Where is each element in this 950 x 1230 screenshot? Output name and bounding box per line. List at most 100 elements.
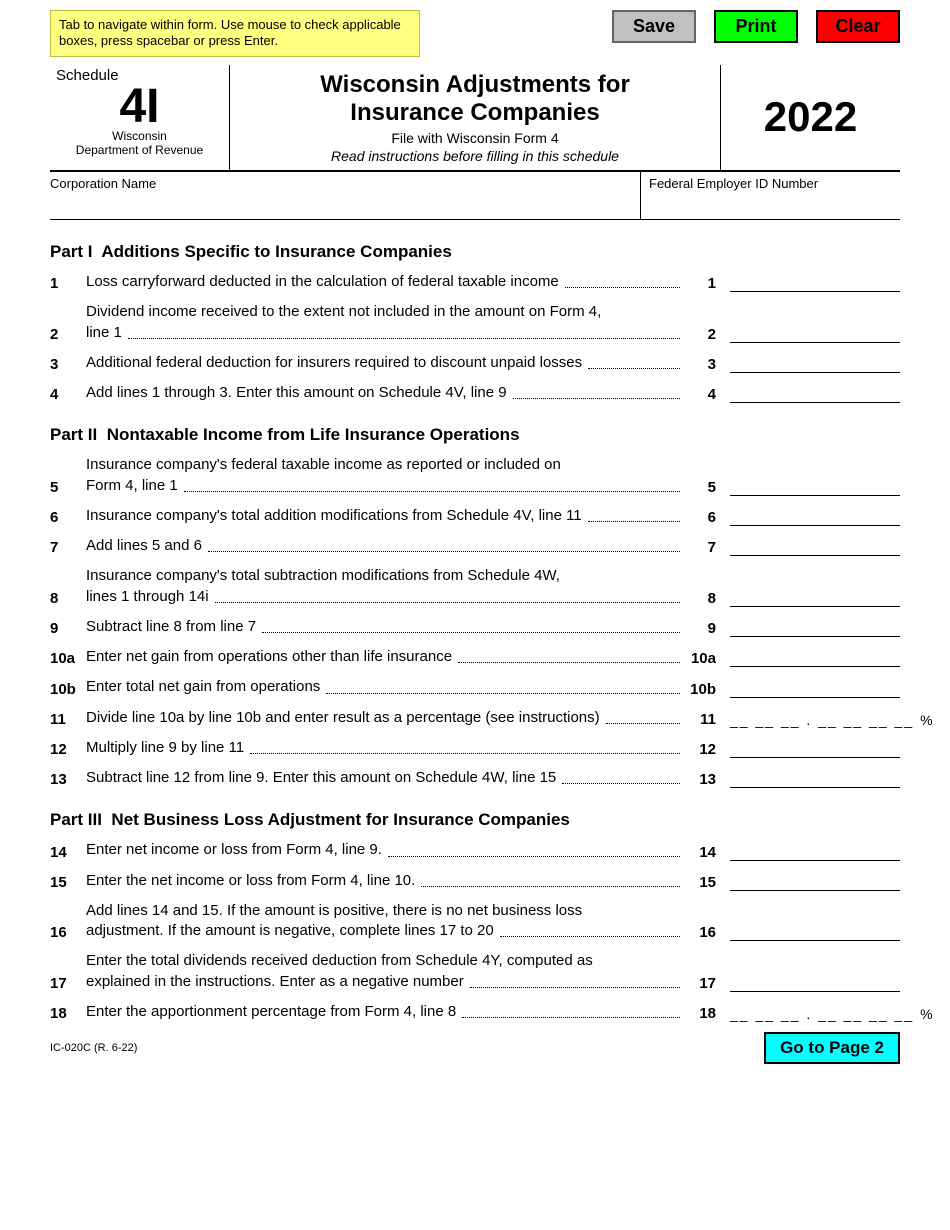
line-rnum: 4 (684, 386, 720, 403)
part1-title: Additions Specific to Insurance Companie… (101, 242, 451, 261)
line-rnum: 9 (684, 620, 720, 637)
dept-line2: Department of Revenue (56, 143, 223, 157)
line-18-input[interactable]: __ __ __ . __ __ __ __% (730, 1006, 900, 1022)
form-title-1: Wisconsin Adjustments for (240, 71, 710, 100)
part2-label: Part II (50, 425, 97, 444)
line-rnum: 10a (684, 650, 720, 667)
nav-hint: Tab to navigate within form. Use mouse t… (50, 10, 420, 57)
line-7: 7 Add lines 5 and 6 7 (50, 536, 900, 556)
line-16: 16 Add lines 14 and 15. If the amount is… (50, 901, 900, 942)
dept-line1: Wisconsin (56, 129, 223, 143)
form-instructions: Read instructions before filling in this… (240, 148, 710, 164)
line-rnum: 13 (684, 771, 720, 788)
line-9: 9 Subtract line 8 from line 7 9 (50, 617, 900, 637)
part2-title: Nontaxable Income from Life Insurance Op… (107, 425, 520, 444)
line-16-input[interactable] (730, 923, 900, 941)
line-10b-input[interactable] (730, 680, 900, 698)
line-num: 9 (50, 620, 86, 637)
line-rnum: 18 (684, 1005, 720, 1022)
fein-label: Federal Employer ID Number (640, 172, 900, 219)
form-title-2: Insurance Companies (240, 99, 710, 128)
line-text-2: line 1 (86, 323, 122, 343)
line-8-input[interactable] (730, 589, 900, 607)
line-14: 14 Enter net income or loss from Form 4,… (50, 840, 900, 860)
line-num: 6 (50, 509, 86, 526)
schedule-code: 4I (56, 84, 223, 130)
line-2: 2 Dividend income received to the extent… (50, 302, 900, 343)
line-text: Additional federal deduction for insurer… (86, 353, 582, 373)
line-text: Enter the net income or loss from Form 4… (86, 871, 415, 891)
line-rnum: 10b (684, 681, 720, 698)
line-9-input[interactable] (730, 619, 900, 637)
line-rnum: 14 (684, 844, 720, 861)
line-rnum: 3 (684, 356, 720, 373)
form-year: 2022 (764, 93, 857, 141)
line-num: 3 (50, 356, 86, 373)
line-12: 12 Multiply line 9 by line 11 12 (50, 738, 900, 758)
line-rnum: 1 (684, 275, 720, 292)
line-rnum: 8 (684, 590, 720, 607)
part1-label: Part I (50, 242, 93, 261)
line-num: 1 (50, 275, 86, 292)
line-4: 4 Add lines 1 through 3. Enter this amou… (50, 383, 900, 403)
line-text: Enter total net gain from operations (86, 677, 320, 697)
line-text-2: lines 1 through 14i (86, 587, 209, 607)
line-13-input[interactable] (730, 770, 900, 788)
line-13: 13 Subtract line 12 from line 9. Enter t… (50, 768, 900, 788)
line-7-input[interactable] (730, 538, 900, 556)
line-3-input[interactable] (730, 355, 900, 373)
line-text: Divide line 10a by line 10b and enter re… (86, 708, 600, 728)
line-num: 17 (50, 975, 86, 992)
line-15-input[interactable] (730, 873, 900, 891)
line-text: Add lines 1 through 3. Enter this amount… (86, 383, 507, 403)
line-12-input[interactable] (730, 740, 900, 758)
line-text: Add lines 5 and 6 (86, 536, 202, 556)
line-num: 5 (50, 479, 86, 496)
line-rnum: 2 (684, 326, 720, 343)
line-10a: 10a Enter net gain from operations other… (50, 647, 900, 667)
line-4-input[interactable] (730, 385, 900, 403)
line-6: 6 Insurance company's total addition mod… (50, 506, 900, 526)
line-rnum: 15 (684, 874, 720, 891)
line-17-input[interactable] (730, 974, 900, 992)
line-15: 15 Enter the net income or loss from For… (50, 871, 900, 891)
line-10b: 10b Enter total net gain from operations… (50, 677, 900, 697)
part3-title: Net Business Loss Adjustment for Insuran… (111, 810, 569, 829)
line-text: Enter net gain from operations other tha… (86, 647, 452, 667)
line-text-2: explained in the instructions. Enter as … (86, 972, 464, 992)
line-10a-input[interactable] (730, 649, 900, 667)
line-text: Enter the apportionment percentage from … (86, 1002, 456, 1022)
corp-name-label: Corporation Name (50, 172, 640, 219)
clear-button[interactable]: Clear (816, 10, 900, 43)
line-text-1: Dividend income received to the extent n… (86, 302, 684, 322)
line-text-1: Add lines 14 and 15. If the amount is po… (86, 901, 684, 921)
line-text: Insurance company's total addition modif… (86, 506, 582, 526)
line-2-input[interactable] (730, 325, 900, 343)
line-num: 14 (50, 844, 86, 861)
line-num: 8 (50, 590, 86, 607)
line-3: 3 Additional federal deduction for insur… (50, 353, 900, 373)
line-11-input[interactable]: __ __ __ . __ __ __ __% (730, 712, 900, 728)
line-num: 10b (50, 681, 86, 698)
line-rnum: 16 (684, 924, 720, 941)
line-num: 13 (50, 771, 86, 788)
go-to-page-2-button[interactable]: Go to Page 2 (764, 1032, 900, 1064)
line-text-1: Insurance company's total subtraction mo… (86, 566, 684, 586)
form-header: Schedule 4I Wisconsin Department of Reve… (50, 65, 900, 173)
line-num: 16 (50, 924, 86, 941)
line-text: Subtract line 8 from line 7 (86, 617, 256, 637)
line-5-input[interactable] (730, 478, 900, 496)
line-text-1: Enter the total dividends received deduc… (86, 951, 684, 971)
line-14-input[interactable] (730, 843, 900, 861)
line-num: 2 (50, 326, 86, 343)
line-1: 1 Loss carryforward deducted in the calc… (50, 272, 900, 292)
line-num: 12 (50, 741, 86, 758)
line-6-input[interactable] (730, 508, 900, 526)
print-button[interactable]: Print (714, 10, 798, 43)
form-subtitle: File with Wisconsin Form 4 (240, 130, 710, 146)
line-1-input[interactable] (730, 274, 900, 292)
save-button[interactable]: Save (612, 10, 696, 43)
line-num: 10a (50, 650, 86, 667)
line-num: 15 (50, 874, 86, 891)
line-5: 5 Insurance company's federal taxable in… (50, 455, 900, 496)
